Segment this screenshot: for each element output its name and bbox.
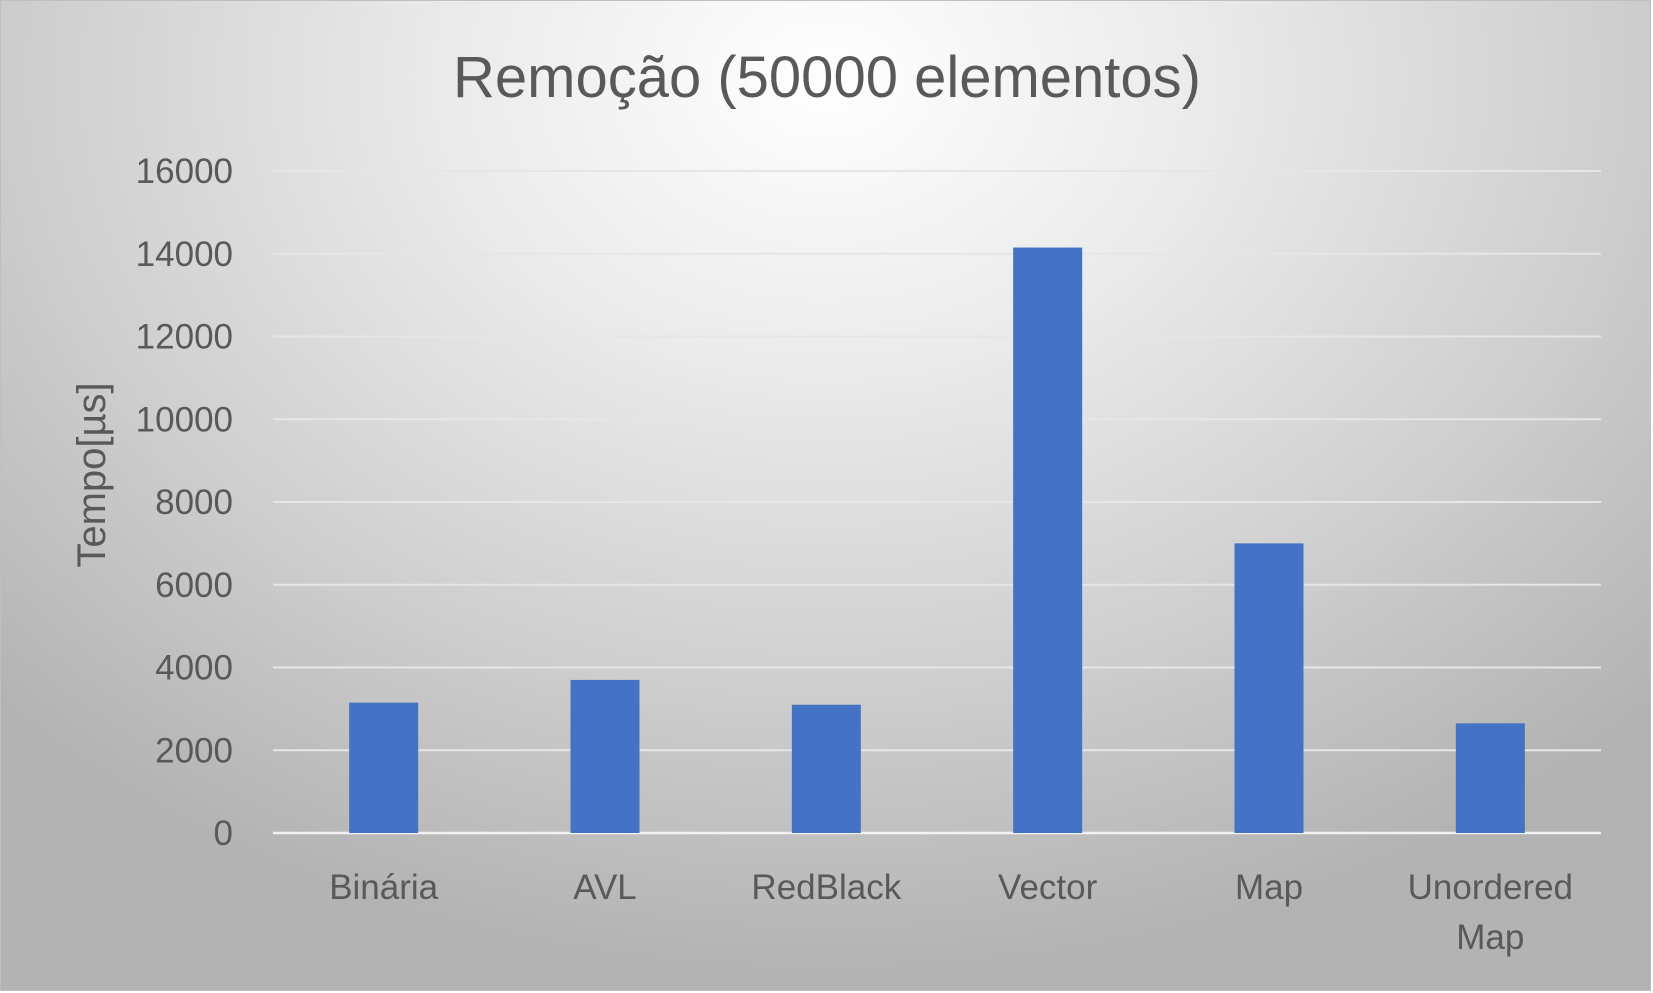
y-tick-label: 2000 [155, 731, 233, 770]
x-category-label: RedBlack [751, 868, 901, 907]
y-tick-label: 6000 [155, 566, 233, 605]
y-tick-label: 0 [214, 814, 233, 853]
chart-title: Remoção (50000 elementos) [453, 45, 1201, 110]
x-category-label: Map [1235, 868, 1303, 907]
bar-vector [1013, 248, 1082, 833]
x-axis-category-labels: Binária AVL RedBlack Vector Map Unordered Map [329, 868, 1573, 957]
bar-redblack [792, 705, 861, 833]
y-tick-label: 8000 [155, 483, 233, 522]
x-category-label: Vector [998, 868, 1098, 907]
bar-unordered-map [1456, 723, 1525, 833]
y-axis-title: Tempo[µs] [70, 382, 114, 567]
bars [349, 248, 1525, 833]
y-tick-label: 14000 [136, 235, 233, 274]
x-category-label: Unordered Map [1408, 868, 1573, 957]
y-tick-label: 16000 [136, 152, 233, 191]
y-tick-label: 12000 [136, 318, 233, 357]
gridlines [273, 171, 1601, 833]
y-tick-label: 10000 [136, 400, 233, 439]
bar-avl [571, 680, 640, 833]
y-axis-tick-labels: 0 2000 4000 6000 8000 10000 12000 14000 16000 [136, 152, 233, 853]
x-category-label: Binária [329, 868, 438, 907]
x-category-label: AVL [573, 868, 637, 907]
bar-binária [349, 703, 418, 833]
y-tick-label: 4000 [155, 649, 233, 688]
bar-map [1235, 543, 1304, 833]
